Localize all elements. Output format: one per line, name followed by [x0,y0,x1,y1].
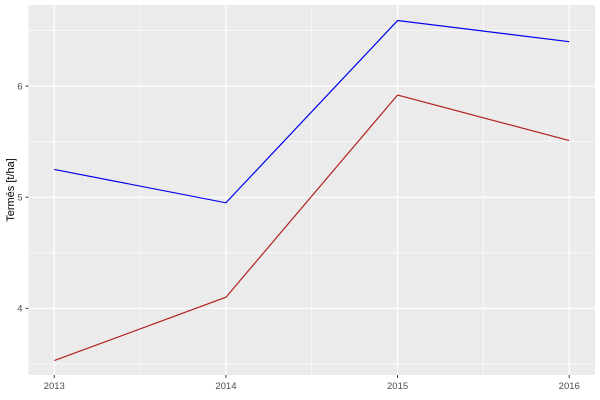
y-tick-label: 5 [17,193,22,204]
line-series-red [54,94,570,362]
x-tick-label: 2014 [215,381,236,392]
line-series-blue [54,19,570,204]
y-tick-label: 4 [17,304,22,315]
x-tick-label: 2016 [559,381,580,392]
x-tick-label: 2015 [387,381,408,392]
y-tick-label: 6 [17,82,22,93]
y-axis-title: Termés [t/ha] [5,158,17,222]
x-tick-label: 2013 [44,381,65,392]
